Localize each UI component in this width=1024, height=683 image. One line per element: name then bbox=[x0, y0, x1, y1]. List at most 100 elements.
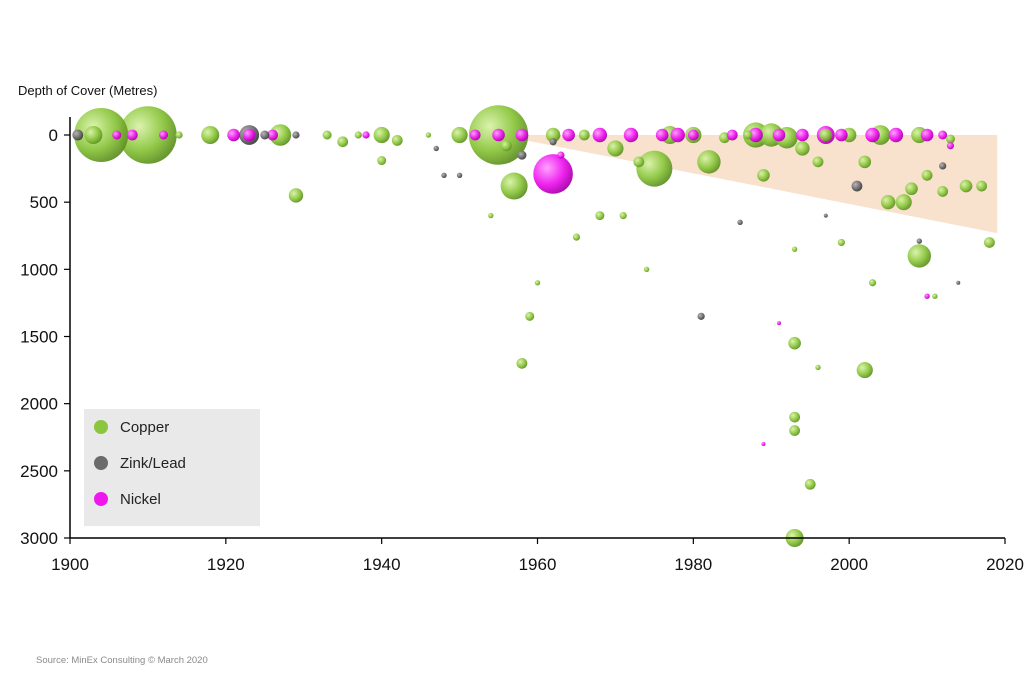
point-nickel bbox=[796, 128, 809, 142]
point-nickel bbox=[469, 129, 481, 141]
y-tick-label: 500 bbox=[30, 193, 58, 212]
point-nickel bbox=[242, 128, 256, 142]
point-zink-lead bbox=[956, 280, 961, 285]
point-copper bbox=[868, 279, 877, 287]
point-copper bbox=[451, 126, 468, 144]
point-nickel bbox=[772, 128, 786, 142]
point-nickel bbox=[126, 129, 138, 141]
point-copper bbox=[937, 186, 949, 197]
point-zink-lead bbox=[851, 180, 863, 192]
x-tick-label: 2000 bbox=[830, 555, 868, 574]
point-copper bbox=[905, 182, 918, 196]
point-nickel bbox=[623, 127, 639, 143]
point-zink-lead bbox=[72, 129, 84, 141]
x-tick-label: 1920 bbox=[207, 555, 245, 574]
point-zink-lead bbox=[456, 172, 463, 178]
x-tick-label: 1960 bbox=[519, 555, 557, 574]
point-copper bbox=[391, 134, 403, 146]
point-nickel bbox=[835, 128, 848, 142]
point-copper bbox=[819, 128, 833, 142]
point-copper bbox=[578, 129, 590, 141]
point-copper bbox=[815, 364, 821, 371]
legend-swatch-copper bbox=[94, 420, 108, 434]
point-copper bbox=[175, 131, 183, 139]
point-copper bbox=[425, 132, 432, 138]
legend-swatch-zinc-lead bbox=[94, 456, 108, 470]
point-copper bbox=[743, 130, 753, 140]
x-tick-label: 1980 bbox=[674, 555, 712, 574]
point-zink-lead bbox=[697, 312, 705, 320]
trend-band bbox=[498, 135, 998, 234]
point-nickel bbox=[777, 321, 782, 326]
y-tick-label: 1000 bbox=[20, 260, 58, 279]
point-copper bbox=[895, 194, 912, 211]
point-copper bbox=[880, 194, 896, 210]
x-tick-label: 1940 bbox=[363, 555, 401, 574]
point-zink-lead bbox=[916, 238, 922, 244]
legend: Copper Zink/Lead Nickel bbox=[84, 409, 260, 526]
point-copper bbox=[789, 411, 801, 423]
point-nickel bbox=[159, 130, 168, 140]
point-nickel bbox=[492, 128, 505, 142]
legend-item-copper: Copper bbox=[94, 415, 169, 439]
point-copper bbox=[907, 244, 931, 268]
point-zink-lead bbox=[823, 213, 828, 218]
point-nickel bbox=[562, 128, 575, 142]
y-axis-label: Depth of Cover (Metres) bbox=[18, 83, 158, 98]
point-nickel bbox=[865, 127, 880, 143]
point-copper bbox=[119, 106, 177, 164]
point-copper bbox=[269, 124, 292, 146]
point-nickel bbox=[748, 127, 763, 143]
point-zink-lead bbox=[433, 145, 439, 152]
point-nickel bbox=[533, 154, 573, 194]
point-copper bbox=[377, 156, 387, 166]
point-copper bbox=[837, 238, 845, 247]
point-copper bbox=[856, 361, 873, 379]
point-copper bbox=[525, 311, 535, 321]
y-tick-label: 0 bbox=[49, 126, 58, 145]
point-nickel bbox=[726, 129, 738, 141]
point-nickel bbox=[557, 151, 565, 159]
y-tick-label: 2000 bbox=[20, 395, 58, 414]
legend-item-zinc-lead: Zink/Lead bbox=[94, 451, 186, 475]
point-copper bbox=[788, 336, 801, 350]
point-copper bbox=[288, 188, 304, 203]
legend-swatch-nickel bbox=[94, 492, 108, 506]
point-copper bbox=[201, 126, 220, 144]
legend-label-copper: Copper bbox=[120, 418, 170, 436]
point-copper bbox=[789, 425, 801, 436]
x-tick-label: 1900 bbox=[51, 555, 89, 574]
legend-label-nickel: Nickel bbox=[120, 490, 161, 508]
point-copper bbox=[572, 233, 581, 241]
legend-label-zinc-lead: Zink/Lead bbox=[120, 454, 186, 472]
point-copper bbox=[633, 156, 645, 168]
source-note: Source: MinEx Consulting © March 2020 bbox=[36, 655, 208, 666]
point-copper bbox=[607, 140, 624, 157]
point-copper bbox=[757, 169, 770, 182]
point-copper bbox=[812, 156, 824, 168]
point-copper bbox=[959, 179, 973, 193]
point-nickel bbox=[362, 131, 370, 139]
point-copper bbox=[516, 357, 528, 369]
point-nickel bbox=[267, 129, 278, 141]
point-nickel bbox=[946, 142, 955, 150]
point-zink-lead bbox=[939, 162, 947, 170]
point-copper bbox=[921, 169, 933, 181]
point-copper bbox=[595, 211, 605, 221]
point-nickel bbox=[655, 128, 669, 142]
point-copper bbox=[619, 212, 627, 220]
point-copper bbox=[500, 172, 528, 200]
point-copper bbox=[697, 150, 721, 174]
point-copper bbox=[984, 237, 995, 248]
point-nickel bbox=[515, 128, 529, 142]
point-nickel bbox=[670, 127, 685, 143]
point-copper bbox=[932, 293, 938, 299]
point-zink-lead bbox=[292, 131, 300, 139]
point-copper bbox=[636, 150, 673, 187]
point-nickel bbox=[687, 129, 699, 141]
point-copper bbox=[534, 280, 541, 286]
point-nickel bbox=[924, 293, 930, 299]
y-tick-label: 3000 bbox=[20, 529, 58, 548]
legend-item-nickel: Nickel bbox=[94, 487, 161, 511]
